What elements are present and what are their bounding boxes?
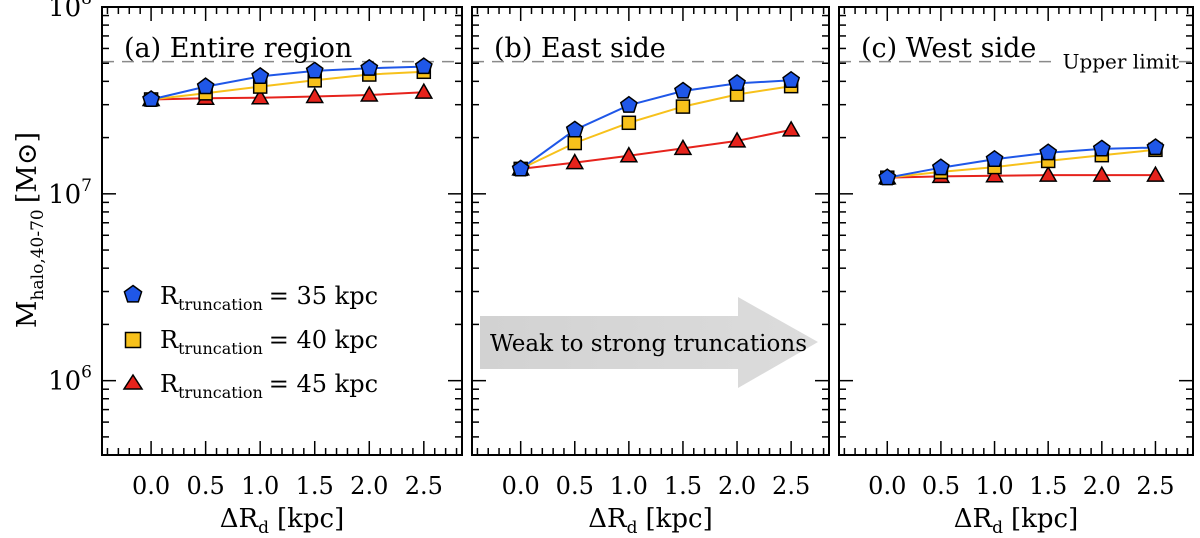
panel-title: (a) Entire region [124, 33, 352, 64]
plot-frame [838, 6, 1194, 456]
series-line-triangle [151, 91, 424, 101]
legend-label-35: Rtruncation = 35 kpc [160, 282, 378, 314]
data-point-pentagon [305, 61, 324, 79]
data-point-pentagon [142, 90, 161, 108]
x-tick-label: 0.0 [868, 472, 906, 500]
x-tick-label: 1.0 [241, 472, 279, 500]
data-point-triangle [781, 120, 801, 137]
data-point-pentagon [985, 149, 1004, 167]
x-tick-label: 0.0 [132, 472, 170, 500]
series-line-triangle [887, 174, 1156, 179]
data-point-square [675, 99, 691, 114]
plot-frame [471, 6, 830, 456]
upper-limit-label: Upper limit [1063, 50, 1179, 74]
data-point-square [567, 135, 583, 151]
legend-item-45: Rtruncation = 45 kpc [122, 370, 378, 402]
data-point-triangle [305, 86, 325, 104]
arrow-label: Weak to strong truncations [490, 331, 807, 357]
series-line-square [150, 70, 424, 101]
legend-marker-square [124, 331, 142, 349]
data-point-pentagon [360, 58, 379, 76]
x-axis-label: ΔRd [kpc] [588, 504, 713, 538]
legend-marker-pentagon [123, 284, 143, 303]
legend-label-45: Rtruncation = 45 kpc [160, 370, 378, 402]
x-tick-label: 2.5 [1136, 472, 1174, 500]
data-point-pentagon [1146, 138, 1165, 156]
data-point-pentagon [251, 66, 270, 85]
x-tick-label: 1.5 [1029, 472, 1067, 500]
upper-limit-label-bg [1055, 51, 1177, 74]
data-point-pentagon [674, 81, 692, 99]
x-tick-label: 0.0 [502, 472, 540, 500]
legend: Rtruncation = 35 kpc Rtruncation = 40 kpc … [122, 282, 378, 402]
panel-3: 0.0 0.5 1.0 1.5 2.0 2.5 (c) West side ΔRd [kpc] U… [838, 6, 1194, 538]
series-line-triangle [520, 128, 792, 170]
panel-2: 0.0 0.5 1.0 1.5 2.0 2.5 (b) East side ΔRd [kpc] [471, 6, 830, 538]
data-point-pentagon [1092, 139, 1111, 157]
x-tick-label: 1.0 [610, 472, 648, 500]
y-tick-label: 106 [48, 363, 92, 397]
series-line-pentagon [520, 79, 792, 170]
data-point-triangle [1038, 165, 1058, 182]
data-point-pentagon [414, 57, 433, 75]
data-point-triangle [673, 138, 693, 156]
legend-label-40: Rtruncation = 40 kpc [160, 326, 378, 358]
series-line-square [887, 148, 1156, 179]
data-point-triangle [414, 82, 434, 99]
y-tick-label: 108 [48, 0, 92, 23]
data-point-triangle [727, 131, 747, 148]
x-axis-label: ΔRd [kpc] [954, 504, 1079, 538]
data-point-pentagon [728, 73, 746, 92]
legend-item-35: Rtruncation = 35 kpc [123, 282, 378, 314]
y-tick-label: 107 [48, 176, 92, 210]
x-tick-label: 2.5 [405, 472, 443, 500]
truncation-arrow: Weak to strong truncations [480, 297, 818, 388]
data-point-triangle [359, 85, 379, 102]
data-point-pentagon [511, 159, 530, 177]
arrow-shape [480, 297, 818, 388]
panel-title: (c) West side [861, 33, 1036, 64]
data-point-pentagon [782, 70, 801, 88]
series-line-square [520, 85, 792, 170]
data-point-triangle [1146, 165, 1165, 182]
data-point-triangle [250, 88, 270, 105]
data-point-pentagon [931, 158, 950, 176]
x-tick-label: 0.5 [556, 472, 594, 500]
y-axis-label: Mhalo,40-70[M⊙] [12, 132, 48, 328]
data-point-triangle [619, 146, 639, 163]
data-point-square [621, 115, 637, 131]
series-line-pentagon [887, 146, 1156, 179]
data-point-pentagon [878, 168, 897, 186]
x-tick-label: 2.0 [1083, 472, 1121, 500]
data-point-pentagon [1039, 143, 1058, 161]
x-tick-label: 1.5 [664, 472, 702, 500]
panel-title: (b) East side [494, 33, 666, 64]
x-tick-label: 2.5 [772, 472, 810, 500]
x-tick-label: 2.0 [350, 472, 388, 500]
data-point-pentagon [565, 120, 584, 138]
data-point-triangle [985, 166, 1004, 183]
x-tick-label: 1.5 [296, 472, 334, 500]
data-point-pentagon [619, 95, 638, 113]
x-tick-label: 0.5 [187, 472, 225, 500]
data-point-triangle [565, 153, 585, 170]
data-point-pentagon [196, 77, 215, 95]
panels: 0.0 0.5 1.0 1.5 2.0 2.5 106 107 108 (a) Entire re… [48, 0, 1194, 538]
x-tick-label: 0.5 [922, 472, 960, 500]
x-axis-label: ΔRd [kpc] [220, 504, 345, 538]
panel-1: 0.0 0.5 1.0 1.5 2.0 2.5 106 107 108 (a) Entire re… [48, 0, 463, 538]
data-point-triangle [1092, 165, 1112, 182]
series-line-pentagon [150, 65, 424, 101]
x-tick-label: 1.0 [975, 472, 1013, 500]
legend-marker-triangle [122, 373, 144, 390]
x-tick-label: 2.0 [718, 472, 756, 500]
legend-item-40: Rtruncation = 40 kpc [124, 326, 378, 358]
